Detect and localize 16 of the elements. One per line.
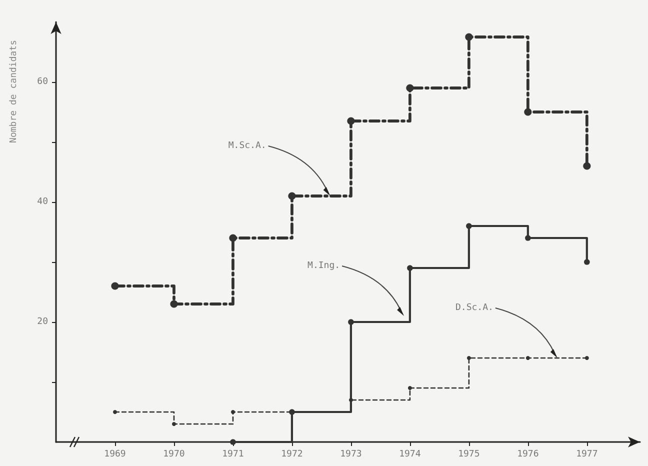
y-tick-label: 40 bbox=[37, 197, 48, 207]
x-tick-label: 1977 bbox=[576, 450, 598, 460]
x-tick-label: 1969 bbox=[104, 450, 126, 460]
x-tick-label: 1972 bbox=[281, 450, 303, 460]
x-tick-label: 1974 bbox=[399, 450, 421, 460]
y-tick-label: 60 bbox=[37, 77, 48, 87]
x-tick-label: 1970 bbox=[163, 450, 185, 460]
y-axis-title: Nombre de candidats bbox=[9, 40, 19, 143]
y-tick-label: 20 bbox=[37, 317, 48, 327]
x-tick-label: 1973 bbox=[340, 450, 362, 460]
annotation: M.Ing. bbox=[308, 261, 340, 271]
annotation: D.Sc.A. bbox=[455, 303, 494, 313]
x-tick-label: 1971 bbox=[222, 450, 244, 460]
annotation: M.Sc.A. bbox=[228, 141, 266, 151]
x-tick-label: 1976 bbox=[517, 450, 539, 460]
x-tick-label: 1975 bbox=[458, 450, 480, 460]
